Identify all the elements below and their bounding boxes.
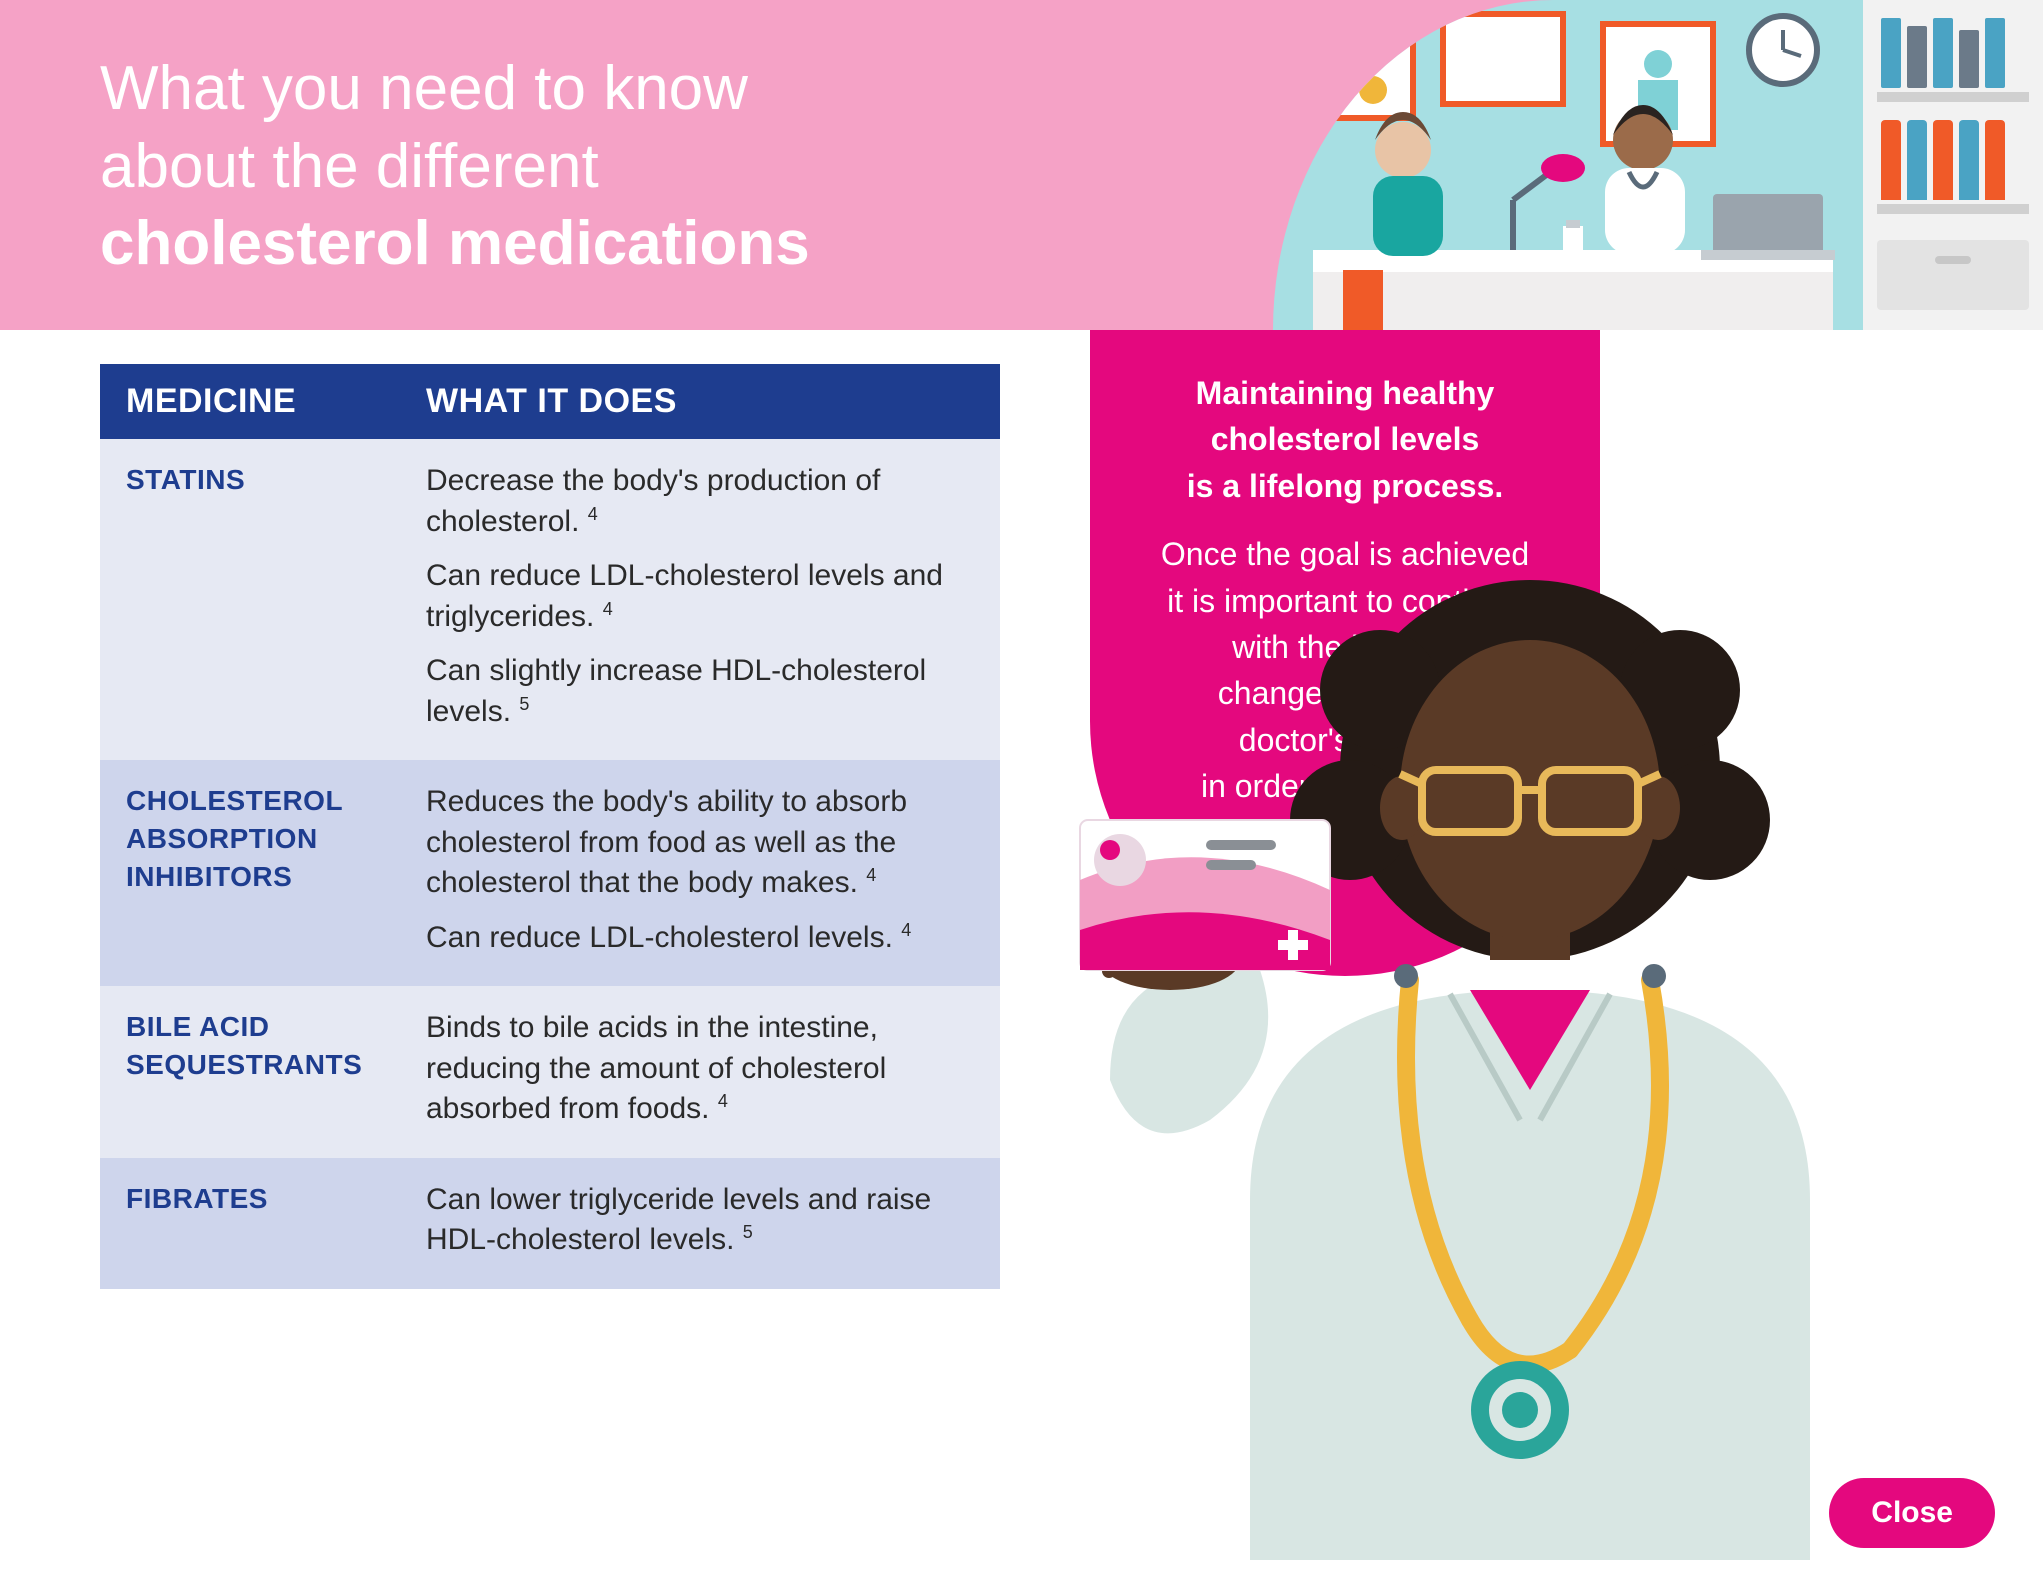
th-what: WHAT IT DOES: [426, 382, 974, 421]
title-line-2: about the different: [100, 132, 599, 201]
reference-sup: 4: [603, 599, 613, 619]
callout-h3: is a lifelong process.: [1187, 468, 1504, 504]
shelf-2: [1877, 204, 2029, 214]
callout-h1: Maintaining healthy: [1196, 375, 1495, 411]
office-svg: [1273, 0, 1863, 330]
title-line-3: cholesterol medications: [100, 209, 810, 278]
medicine-desc: Binds to bile acids in the intestine, re…: [426, 1008, 974, 1130]
reference-sup: 5: [519, 694, 529, 714]
desc-line: Reduces the body's ability to absorb cho…: [426, 782, 974, 904]
medicine-name: FIBRATES: [126, 1180, 426, 1261]
shelf-1: [1877, 92, 2029, 102]
doctor-illustration: [1050, 560, 1900, 1560]
table-row: STATINSDecrease the body's production of…: [100, 439, 1000, 760]
medicine-desc: Reduces the body's ability to absorb cho…: [426, 782, 974, 958]
books-row-2: [1881, 120, 2025, 200]
reference-sup: 4: [901, 920, 911, 940]
medicine-table: MEDICINE WHAT IT DOES STATINSDecrease th…: [100, 364, 1000, 1289]
drawer-icon: [1877, 240, 2029, 310]
callout-heading: Maintaining healthy cholesterol levels i…: [1130, 370, 1560, 509]
desc-line: Binds to bile acids in the intestine, re…: [426, 1008, 974, 1130]
page-title: What you need to know about the differen…: [100, 50, 810, 283]
header-illustration: [1273, 0, 2043, 330]
medicine-name: CHOLESTEROL ABSORPTION INHIBITORS: [126, 782, 426, 958]
books-row-1: [1881, 18, 2025, 88]
callout-h2: cholesterol levels: [1211, 421, 1480, 457]
desc-line: Can reduce LDL-cholesterol levels and tr…: [426, 556, 974, 637]
bookshelf-icon: [1863, 0, 2043, 330]
table-header: MEDICINE WHAT IT DOES: [100, 364, 1000, 439]
table-body: STATINSDecrease the body's production of…: [100, 439, 1000, 1289]
desc-line: Can slightly increase HDL-cholesterol le…: [426, 651, 974, 732]
desc-line: Decrease the body's production of choles…: [426, 461, 974, 542]
title-line-1: What you need to know: [100, 54, 748, 123]
reference-sup: 5: [743, 1222, 753, 1242]
th-medicine: MEDICINE: [126, 382, 426, 421]
medicine-desc: Decrease the body's production of choles…: [426, 461, 974, 732]
close-button[interactable]: Close: [1829, 1478, 1995, 1548]
reference-sup: 4: [866, 865, 876, 885]
table-row: CHOLESTEROL ABSORPTION INHIBITORSReduces…: [100, 760, 1000, 986]
header-band: What you need to know about the differen…: [0, 0, 2043, 330]
reference-sup: 4: [718, 1091, 728, 1111]
office-scene-icon: [1273, 0, 1863, 330]
reference-sup: 4: [588, 504, 598, 524]
medicine-name: BILE ACID SEQUESTRANTS: [126, 1008, 426, 1130]
desc-line: Can reduce LDL-cholesterol levels. 4: [426, 918, 974, 959]
table-row: FIBRATESCan lower triglyceride levels an…: [100, 1158, 1000, 1289]
desc-line: Can lower triglyceride levels and raise …: [426, 1180, 974, 1261]
doctor-svg: [1050, 560, 1900, 1560]
medicine-desc: Can lower triglyceride levels and raise …: [426, 1180, 974, 1261]
medicine-name: STATINS: [126, 461, 426, 732]
table-row: BILE ACID SEQUESTRANTSBinds to bile acid…: [100, 986, 1000, 1158]
